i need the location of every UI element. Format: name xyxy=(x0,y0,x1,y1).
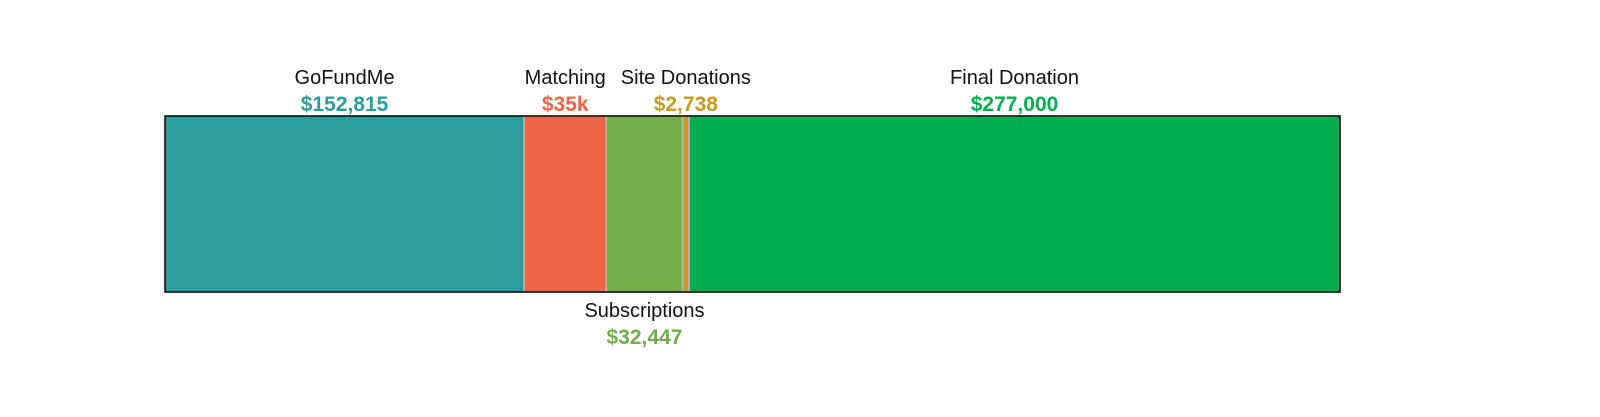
segment-value-final-donation: $277,000 xyxy=(971,93,1059,116)
segment-name-gofundme: GoFundMe xyxy=(295,67,395,89)
segment-value-gofundme: $152,815 xyxy=(301,93,389,116)
segment-labels: GoFundMe $152,815 Matching $35k Subscription… xyxy=(295,67,1079,349)
segment-name-site-donations: Site Donations xyxy=(621,67,751,89)
bar-segment-site-donations xyxy=(681,115,690,293)
segment-name-final-donation: Final Donation xyxy=(950,67,1079,89)
segment-value-site-donations: $2,738 xyxy=(654,93,719,116)
bar-segment-matching xyxy=(523,115,608,293)
segment-value-matching: $35k xyxy=(542,93,589,116)
bar-outline xyxy=(164,115,1341,293)
bar-segment-final-donation xyxy=(688,115,1341,293)
segment-name-subscriptions: Subscriptions xyxy=(584,300,704,322)
segment-name-matching: Matching xyxy=(525,67,606,89)
bar-segments xyxy=(165,115,1341,293)
bar-segment-subscriptions xyxy=(605,115,684,293)
bar-segment-gofundme xyxy=(165,116,525,292)
segment-value-subscriptions: $32,447 xyxy=(607,326,683,349)
